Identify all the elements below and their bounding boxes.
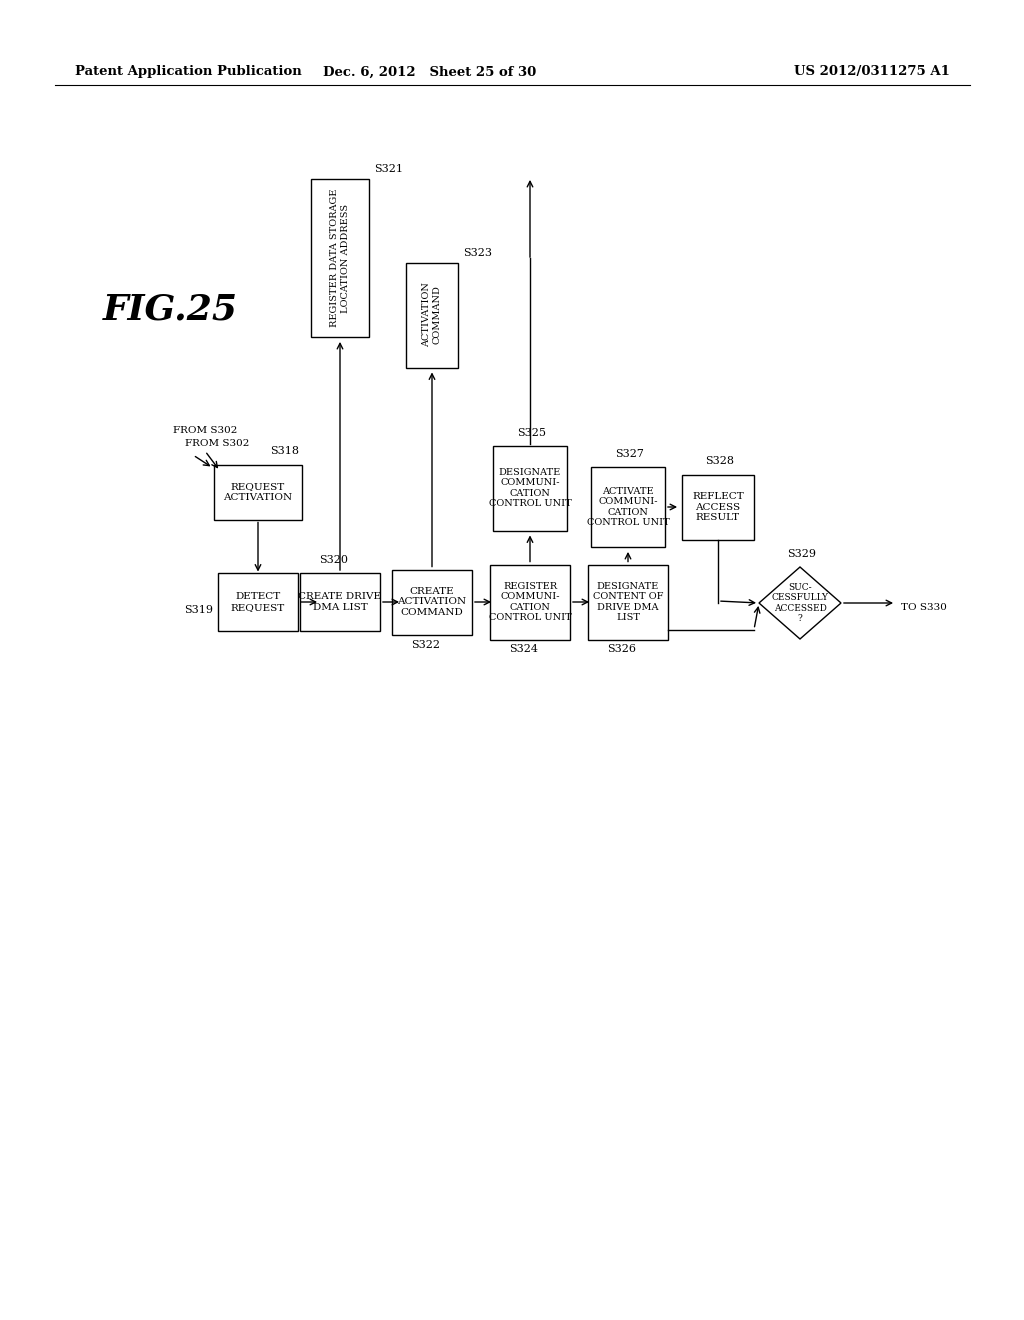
Text: REGISTER DATA STORAGE
LOCATION ADDRESS: REGISTER DATA STORAGE LOCATION ADDRESS — [331, 189, 350, 327]
Bar — [591, 467, 665, 546]
Text: SUC-
CESSFULLY
ACCESSED
?: SUC- CESSFULLY ACCESSED ? — [771, 583, 828, 623]
Text: DESIGNATE
CONTENT OF
DRIVE DMA
LIST: DESIGNATE CONTENT OF DRIVE DMA LIST — [593, 582, 664, 622]
Text: CREATE
ACTIVATION
COMMAND: CREATE ACTIVATION COMMAND — [397, 587, 467, 616]
Bar — [682, 474, 754, 540]
Text: US 2012/0311275 A1: US 2012/0311275 A1 — [795, 66, 950, 78]
Bar — [214, 465, 302, 520]
Text: S321: S321 — [374, 164, 403, 174]
Text: S328: S328 — [706, 457, 734, 466]
Text: ACTIVATE
COMMUNI-
CATION
CONTROL UNIT: ACTIVATE COMMUNI- CATION CONTROL UNIT — [587, 487, 670, 527]
Text: S319: S319 — [184, 605, 213, 615]
Text: FROM S302: FROM S302 — [185, 440, 250, 449]
Bar — [490, 565, 570, 639]
Text: S324: S324 — [510, 644, 539, 655]
Bar — [406, 263, 458, 367]
Bar — [311, 180, 369, 337]
Text: DESIGNATE
COMMUNI-
CATION
CONTROL UNIT: DESIGNATE COMMUNI- CATION CONTROL UNIT — [488, 467, 571, 508]
Polygon shape — [759, 568, 841, 639]
Text: S327: S327 — [615, 449, 644, 459]
Bar — [493, 446, 567, 531]
Text: S329: S329 — [787, 549, 816, 558]
Text: FIG.25: FIG.25 — [102, 293, 238, 327]
Text: S326: S326 — [607, 644, 637, 655]
Text: FROM S302: FROM S302 — [173, 426, 238, 436]
Text: TO S330: TO S330 — [901, 602, 947, 611]
Text: Dec. 6, 2012   Sheet 25 of 30: Dec. 6, 2012 Sheet 25 of 30 — [324, 66, 537, 78]
Text: S325: S325 — [517, 428, 547, 437]
Text: DETECT
REQUEST: DETECT REQUEST — [230, 593, 285, 611]
Text: REGISTER
COMMUNI-
CATION
CONTROL UNIT: REGISTER COMMUNI- CATION CONTROL UNIT — [488, 582, 571, 622]
Text: CREATE DRIVE
DMA LIST: CREATE DRIVE DMA LIST — [299, 593, 382, 611]
Bar — [588, 565, 668, 639]
Text: S320: S320 — [319, 554, 348, 565]
Bar — [392, 569, 472, 635]
Bar — [218, 573, 298, 631]
Text: S323: S323 — [463, 248, 492, 257]
Text: REQUEST
ACTIVATION: REQUEST ACTIVATION — [223, 482, 293, 502]
Bar — [300, 573, 380, 631]
Text: REFLECT
ACCESS
RESULT: REFLECT ACCESS RESULT — [692, 492, 743, 521]
Text: S322: S322 — [412, 639, 440, 649]
Text: S318: S318 — [270, 446, 299, 457]
Text: Patent Application Publication: Patent Application Publication — [75, 66, 302, 78]
Text: ACTIVATION
COMMAND: ACTIVATION COMMAND — [422, 282, 441, 347]
